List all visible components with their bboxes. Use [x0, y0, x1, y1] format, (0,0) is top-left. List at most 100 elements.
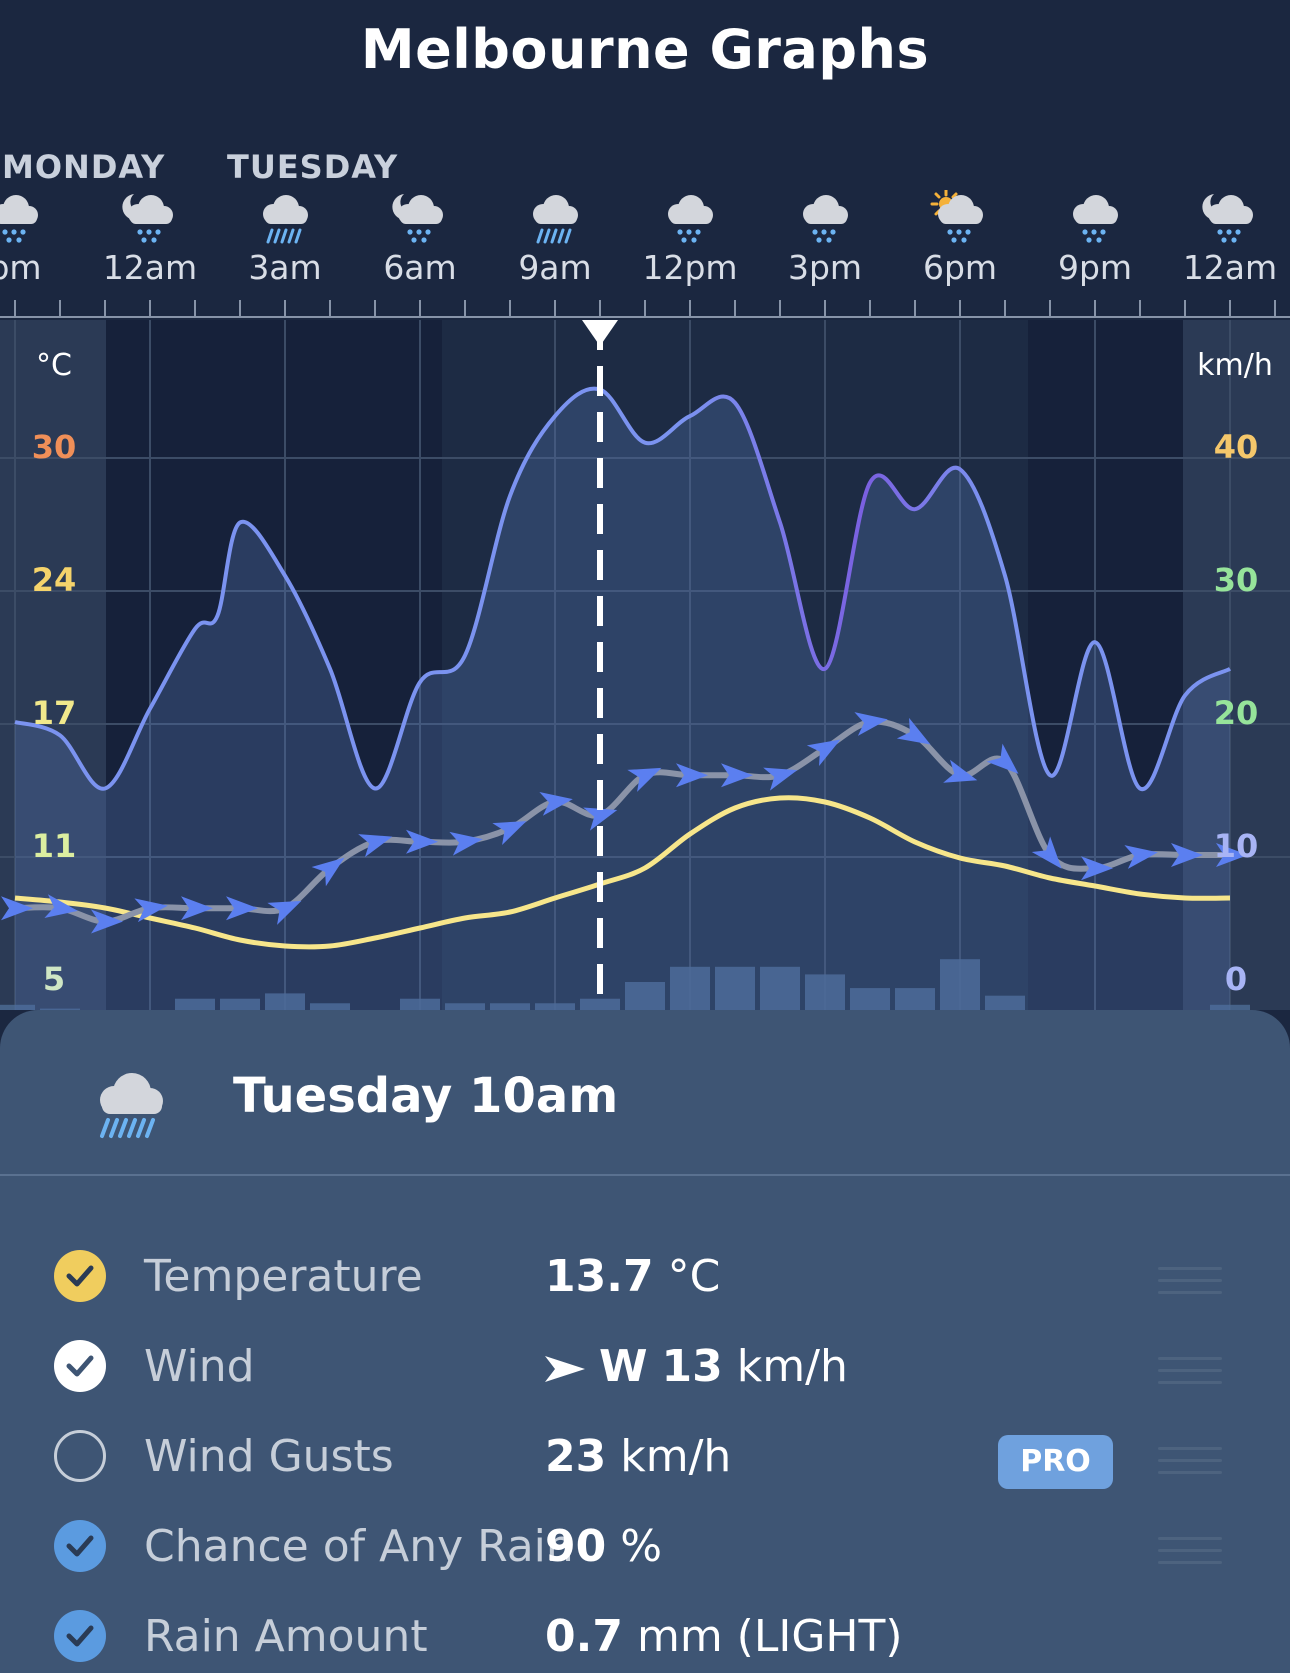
row-value: 0.7 mm (LIGHT): [545, 1611, 903, 1662]
wind-direction-arrow-icon: [545, 1356, 585, 1382]
row-rain-amount[interactable]: Rain Amount 0.7 mm (LIGHT): [0, 1593, 1290, 1673]
night-band: [106, 320, 442, 1010]
marker-handle-icon: [582, 320, 618, 346]
hour-label: pm: [0, 248, 42, 287]
hour-label: 12pm: [642, 248, 738, 287]
weather-graph[interactable]: °C km/h 30 24 17 11 5 40 30 20 10 0: [0, 300, 1290, 1010]
moon-cloud-rain-icon: [1160, 190, 1290, 246]
hour-column[interactable]: 12am: [80, 190, 220, 287]
rain-bar: [940, 959, 980, 1010]
wind-arrow: [627, 767, 662, 792]
left-axis-tick: 30: [32, 428, 77, 466]
rain-bar: [0, 1004, 35, 1010]
row-wind-gusts[interactable]: Wind Gusts 23 km/h PRO: [0, 1413, 1290, 1503]
right-axis-tick: 40: [1214, 428, 1259, 466]
wind-arrow: [311, 857, 345, 887]
hour-label: 3am: [248, 248, 322, 287]
shade-band: [0, 320, 106, 1010]
wind-arrow: [406, 829, 438, 854]
hour-column[interactable]: pm: [0, 190, 85, 287]
drag-handle-icon[interactable]: [1158, 1357, 1222, 1393]
hour-label: 9am: [518, 248, 592, 287]
hour-column[interactable]: 6am: [350, 190, 490, 287]
wind-arrow: [1081, 856, 1113, 881]
hour-column[interactable]: 3am: [215, 190, 355, 287]
hour-label: 6am: [383, 248, 457, 287]
drag-handle-icon[interactable]: [1158, 1447, 1222, 1483]
row-label: Temperature: [144, 1251, 423, 1302]
row-value: W 13 km/h: [545, 1341, 848, 1392]
rain-bar: [805, 974, 845, 1010]
pro-badge[interactable]: PRO: [998, 1435, 1113, 1489]
hour-column[interactable]: 6pm: [890, 188, 1030, 287]
wind-arrow: [854, 712, 888, 736]
rain-bar: [760, 966, 800, 1010]
row-wind[interactable]: Wind W 13 km/h: [0, 1323, 1290, 1413]
wind-arrow: [1216, 843, 1248, 867]
moon-cloud-rain-icon: [0, 190, 85, 246]
day-label-tuesday: TUESDAY: [227, 148, 399, 186]
rain-bar: [1210, 1004, 1250, 1010]
hour-label: 3pm: [787, 248, 863, 287]
rain-bar: [715, 966, 755, 1010]
hour-column[interactable]: 9pm: [1025, 190, 1165, 287]
moon-cloud-rain-icon: [80, 190, 220, 246]
wind-arrow: [1124, 845, 1158, 869]
check-icon[interactable]: [54, 1520, 106, 1572]
wind-arrow: [226, 896, 258, 921]
left-axis-tick: 17: [32, 694, 77, 732]
cloud-heavy-rain-icon: [215, 190, 355, 246]
cloud-heavy-rain-icon: [485, 190, 625, 246]
wind-arrow: [806, 739, 841, 767]
wind-arrow: [539, 791, 573, 816]
check-icon[interactable]: [54, 1340, 106, 1392]
left-axis-tick: 11: [32, 827, 77, 865]
row-value: 13.7 °C: [545, 1251, 721, 1302]
drag-handle-icon[interactable]: [1158, 1537, 1222, 1573]
rain-bar: [670, 966, 710, 1010]
row-value: 23 km/h: [545, 1431, 732, 1482]
hour-column[interactable]: 9am: [485, 190, 625, 287]
row-temperature[interactable]: Temperature 13.7 °C: [0, 1233, 1290, 1323]
hour-column[interactable]: 12pm: [620, 190, 760, 287]
hour-label: 9pm: [1057, 248, 1133, 287]
wind-arrow: [676, 763, 708, 788]
cloud-rain-icon: [1025, 190, 1165, 246]
row-chance-of-rain[interactable]: Chance of Any Rain 90 %: [0, 1503, 1290, 1593]
rain-bar: [220, 998, 260, 1010]
row-label: Rain Amount: [144, 1611, 428, 1662]
rain-bar: [850, 988, 890, 1010]
check-icon[interactable]: [54, 1430, 106, 1482]
rain-bar: [490, 1003, 530, 1010]
wind-arrow: [91, 909, 123, 934]
rain-bar: [265, 993, 305, 1010]
hour-label: 12am: [102, 248, 198, 287]
rain-bar: [445, 1003, 485, 1010]
left-axis-tick: 24: [32, 561, 77, 599]
wind-line: [14, 718, 1230, 925]
wind-arrow: [1171, 843, 1203, 867]
row-label: Chance of Any Rain: [144, 1521, 574, 1572]
left-axis-unit: °C: [36, 348, 72, 383]
hour-label: 12am: [1182, 248, 1278, 287]
wind-arrow: [896, 717, 931, 745]
hour-column[interactable]: 3pm: [755, 190, 895, 287]
rain-bar: [625, 982, 665, 1010]
drag-handle-icon[interactable]: [1158, 1267, 1222, 1303]
hourly-timeline[interactable]: pm 12am 3am 6am 9am 12pm 3pm 6pm 9pm 12am: [0, 0, 1290, 300]
hour-column[interactable]: 12am: [1160, 190, 1290, 287]
wind-arrow: [492, 821, 527, 846]
row-label: Wind: [144, 1341, 255, 1392]
rain-bar: [400, 998, 440, 1010]
wind-arrow: [449, 831, 483, 856]
row-value: 90 %: [545, 1521, 663, 1572]
wind-arrow: [181, 896, 213, 921]
check-icon[interactable]: [54, 1250, 106, 1302]
temperature-line: [14, 795, 1231, 950]
right-axis-unit: km/h: [1197, 348, 1273, 383]
rain-bar: [175, 998, 215, 1010]
check-icon[interactable]: [54, 1610, 106, 1662]
right-axis-tick: 0: [1225, 960, 1247, 998]
cloud-rain-icon: [620, 190, 760, 246]
row-label: Wind Gusts: [144, 1431, 394, 1482]
